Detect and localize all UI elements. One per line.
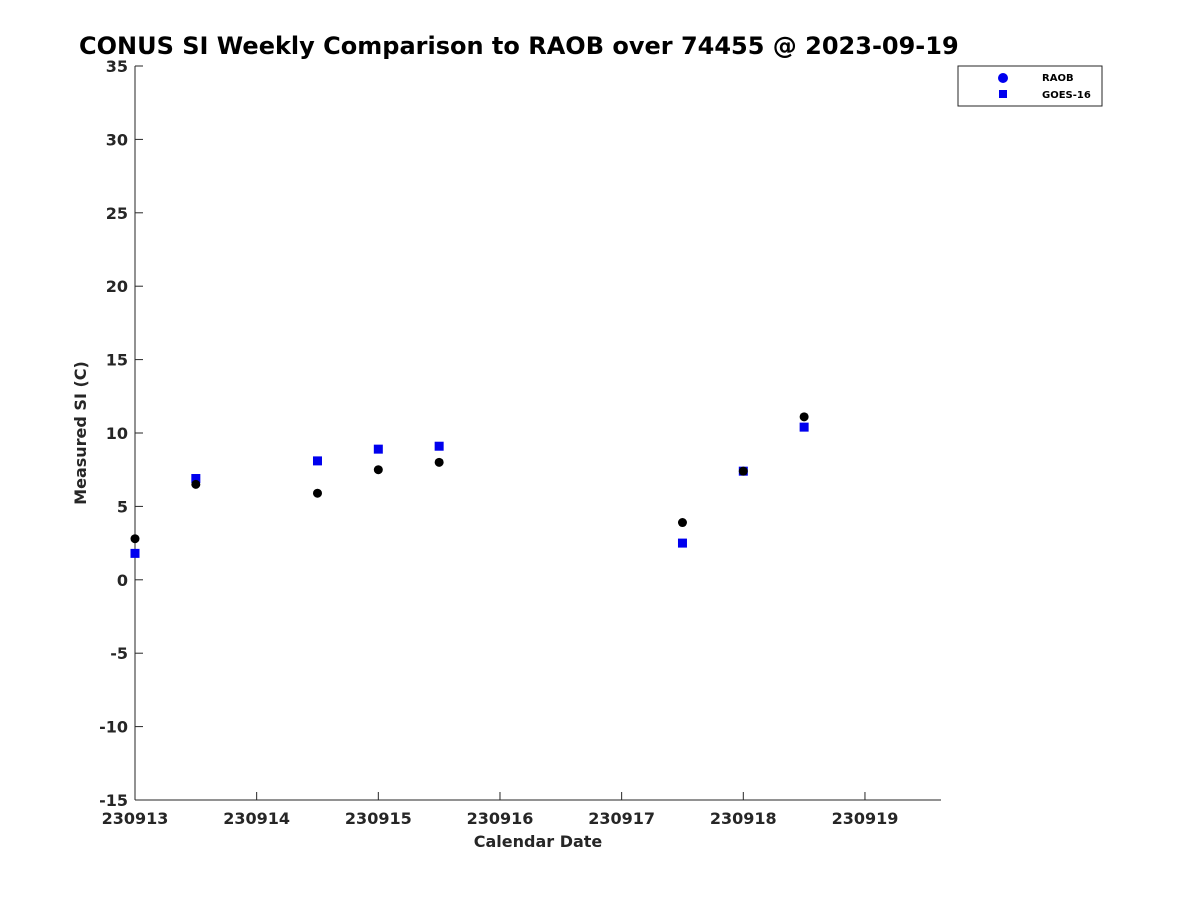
x-ticks: 230913 230914 230915 230916 230917 230918 2309… (102, 792, 899, 828)
data-point-goes16 (677, 538, 687, 548)
x-tick-label: 230913 (102, 809, 169, 828)
x-axis-label: Calendar Date (474, 832, 603, 851)
data-point-raob (373, 465, 383, 475)
data-point-raob (312, 488, 322, 498)
x-tick-label: 230916 (467, 809, 534, 828)
x-tick-label: 230917 (588, 809, 655, 828)
y-tick-label: -10 (99, 718, 128, 737)
series-marks (130, 412, 809, 558)
chart-title: CONUS SI Weekly Comparison to RAOB over … (79, 32, 959, 60)
data-point-raob (677, 518, 687, 528)
y-tick-label: 20 (106, 277, 128, 296)
legend-label-goes16: GOES-16 (1042, 90, 1091, 101)
y-axis-label: Measured SI (C) (71, 361, 90, 505)
legend: RAOB GOES-16 (957, 65, 1103, 107)
y-tick-label: 30 (106, 130, 128, 149)
x-tick-label: 230918 (710, 809, 777, 828)
y-tick-label: 10 (106, 424, 128, 443)
data-point-raob (191, 479, 201, 489)
data-point-goes16 (312, 456, 322, 466)
y-ticks: -15 -10 -5 0 5 10 15 20 25 30 35 (99, 57, 143, 810)
data-point-goes16 (191, 474, 201, 484)
data-point-goes16 (130, 548, 140, 558)
data-point-raob (130, 534, 140, 544)
y-tick-label: 25 (106, 204, 128, 223)
data-point-goes16 (434, 441, 444, 451)
x-tick-label: 230919 (832, 809, 899, 828)
legend-marker-raob (998, 73, 1008, 83)
y-tick-label: -15 (99, 791, 128, 810)
data-point-raob (434, 457, 444, 467)
y-tick-label: 5 (117, 497, 128, 516)
data-point-raob (738, 466, 748, 476)
legend-box (957, 65, 1103, 107)
axes (134, 66, 941, 801)
x-tick-label: 230914 (223, 809, 290, 828)
y-tick-label: 15 (106, 351, 128, 370)
y-tick-label: 0 (117, 571, 128, 590)
legend-label-raob: RAOB (1042, 73, 1074, 84)
legend-marker-goes16 (999, 90, 1007, 98)
y-tick-label: -5 (110, 644, 128, 663)
x-tick-label: 230915 (345, 809, 412, 828)
data-point-goes16 (799, 422, 809, 432)
data-point-raob (799, 412, 809, 422)
y-tick-label: 35 (106, 57, 128, 76)
data-point-goes16 (373, 444, 383, 454)
